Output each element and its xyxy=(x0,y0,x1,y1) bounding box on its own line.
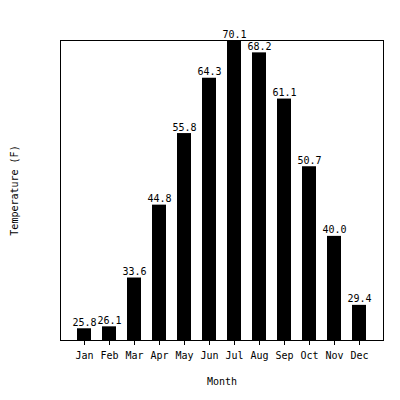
svg-text:Apr: Apr xyxy=(150,350,168,361)
svg-text:29.4: 29.4 xyxy=(347,293,371,304)
svg-text:Jan: Jan xyxy=(75,350,93,361)
svg-text:64.3: 64.3 xyxy=(197,66,221,77)
svg-text:Jun: Jun xyxy=(200,350,218,361)
svg-text:Feb: Feb xyxy=(100,350,118,361)
svg-text:Aug: Aug xyxy=(250,350,268,361)
svg-text:68.2: 68.2 xyxy=(247,41,271,52)
svg-text:40.0: 40.0 xyxy=(322,224,346,235)
svg-text:Month: Month xyxy=(207,376,237,387)
svg-text:Dec: Dec xyxy=(350,350,368,361)
svg-text:Jul: Jul xyxy=(225,350,243,361)
svg-text:61.1: 61.1 xyxy=(272,87,296,98)
svg-text:44.8: 44.8 xyxy=(147,193,171,204)
svg-text:26.1: 26.1 xyxy=(97,315,121,326)
svg-text:25.8: 25.8 xyxy=(72,317,96,328)
svg-text:Oct: Oct xyxy=(300,350,318,361)
svg-text:50.7: 50.7 xyxy=(297,155,321,166)
svg-text:55.8: 55.8 xyxy=(172,122,196,133)
svg-text:Temperature (F): Temperature (F) xyxy=(9,145,20,235)
svg-text:Nov: Nov xyxy=(325,350,343,361)
svg-text:May: May xyxy=(175,350,193,361)
svg-text:70.1: 70.1 xyxy=(222,29,246,40)
svg-text:Sep: Sep xyxy=(275,350,293,361)
svg-text:Mar: Mar xyxy=(125,350,143,361)
svg-text:33.6: 33.6 xyxy=(122,266,146,277)
